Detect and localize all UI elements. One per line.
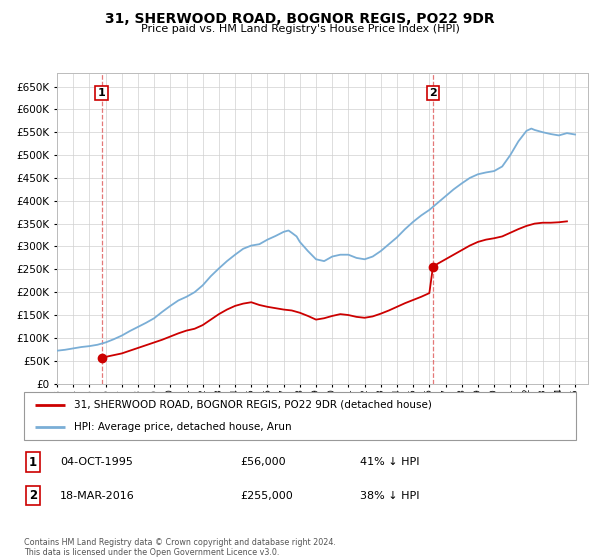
Text: 18-MAR-2016: 18-MAR-2016 bbox=[60, 491, 135, 501]
Text: 1: 1 bbox=[29, 455, 37, 469]
Text: £56,000: £56,000 bbox=[240, 457, 286, 467]
Text: 41% ↓ HPI: 41% ↓ HPI bbox=[360, 457, 419, 467]
Text: HPI: Average price, detached house, Arun: HPI: Average price, detached house, Arun bbox=[74, 422, 292, 432]
Text: 38% ↓ HPI: 38% ↓ HPI bbox=[360, 491, 419, 501]
Text: 04-OCT-1995: 04-OCT-1995 bbox=[60, 457, 133, 467]
Text: Contains HM Land Registry data © Crown copyright and database right 2024.
This d: Contains HM Land Registry data © Crown c… bbox=[24, 538, 336, 557]
Text: 1: 1 bbox=[98, 88, 106, 98]
Text: 31, SHERWOOD ROAD, BOGNOR REGIS, PO22 9DR: 31, SHERWOOD ROAD, BOGNOR REGIS, PO22 9D… bbox=[105, 12, 495, 26]
Text: 31, SHERWOOD ROAD, BOGNOR REGIS, PO22 9DR (detached house): 31, SHERWOOD ROAD, BOGNOR REGIS, PO22 9D… bbox=[74, 400, 431, 410]
FancyBboxPatch shape bbox=[24, 392, 576, 440]
Text: 2: 2 bbox=[29, 489, 37, 502]
Text: Price paid vs. HM Land Registry's House Price Index (HPI): Price paid vs. HM Land Registry's House … bbox=[140, 24, 460, 34]
Text: £255,000: £255,000 bbox=[240, 491, 293, 501]
Text: 2: 2 bbox=[429, 88, 437, 98]
